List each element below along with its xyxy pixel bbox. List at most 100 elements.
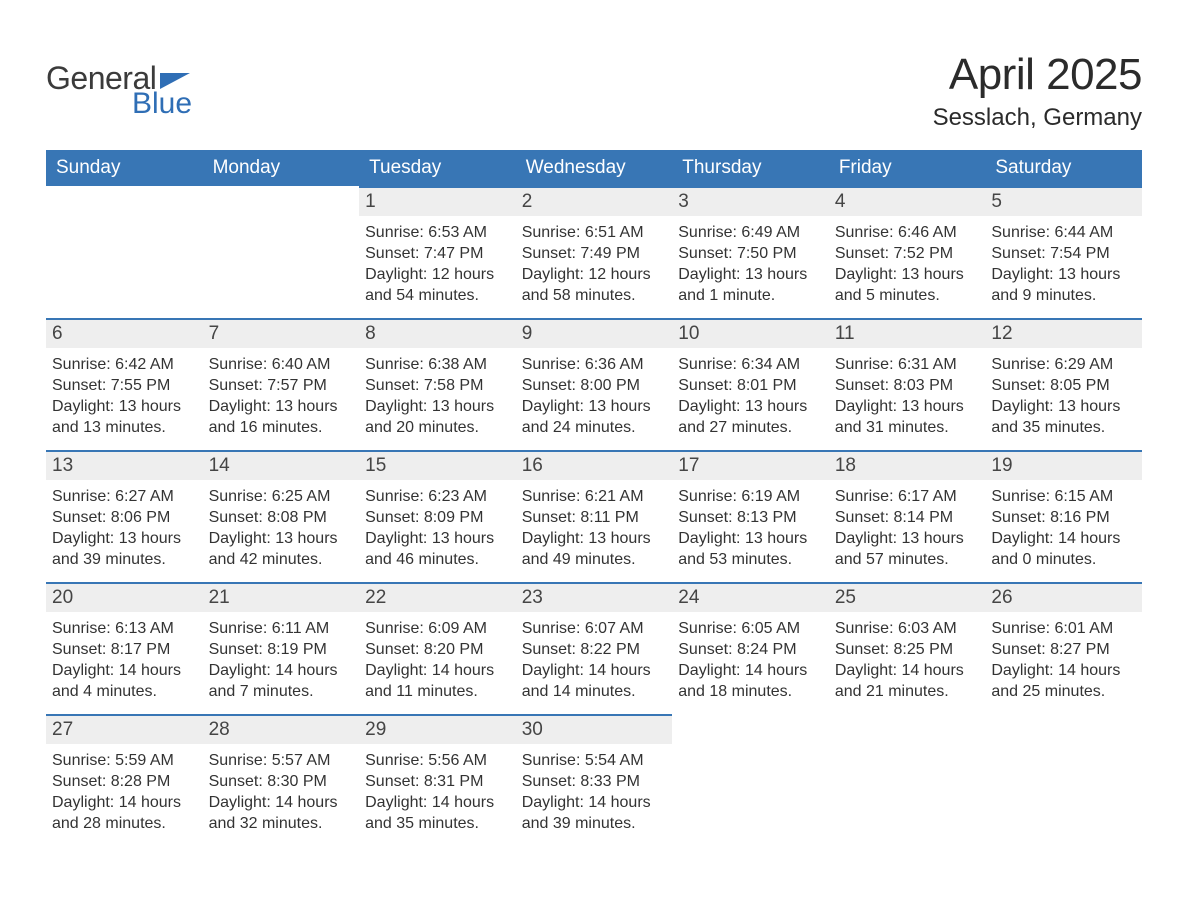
sunset-line: Sunset: 8:28 PM xyxy=(52,773,170,790)
day-number: 3 xyxy=(672,186,829,216)
daylight-line: Daylight: 14 hours and 32 minutes. xyxy=(209,794,338,832)
daylight-line: Daylight: 14 hours and 14 minutes. xyxy=(522,662,651,700)
sunset-line: Sunset: 7:47 PM xyxy=(365,245,483,262)
day-details: Sunrise: 6:25 AMSunset: 8:08 PMDaylight:… xyxy=(203,480,360,578)
calendar-day-cell: 15Sunrise: 6:23 AMSunset: 8:09 PMDayligh… xyxy=(359,450,516,582)
sunset-line: Sunset: 8:03 PM xyxy=(835,377,953,394)
day-number: 24 xyxy=(672,582,829,612)
sunrise-line: Sunrise: 5:56 AM xyxy=(365,752,487,769)
calendar-day-cell xyxy=(672,714,829,846)
day-number: 18 xyxy=(829,450,986,480)
calendar-day-cell: 21Sunrise: 6:11 AMSunset: 8:19 PMDayligh… xyxy=(203,582,360,714)
sunrise-line: Sunrise: 6:29 AM xyxy=(991,356,1113,373)
day-details: Sunrise: 5:54 AMSunset: 8:33 PMDaylight:… xyxy=(516,744,673,842)
calendar-day-cell xyxy=(203,186,360,318)
calendar-day-cell: 4Sunrise: 6:46 AMSunset: 7:52 PMDaylight… xyxy=(829,186,986,318)
sunrise-line: Sunrise: 6:25 AM xyxy=(209,488,331,505)
day-details: Sunrise: 6:42 AMSunset: 7:55 PMDaylight:… xyxy=(46,348,203,446)
sunset-line: Sunset: 7:57 PM xyxy=(209,377,327,394)
day-details: Sunrise: 6:49 AMSunset: 7:50 PMDaylight:… xyxy=(672,216,829,314)
daylight-line: Daylight: 13 hours and 53 minutes. xyxy=(678,530,807,568)
day-details: Sunrise: 6:46 AMSunset: 7:52 PMDaylight:… xyxy=(829,216,986,314)
daylight-line: Daylight: 13 hours and 24 minutes. xyxy=(522,398,651,436)
calendar-day-cell: 25Sunrise: 6:03 AMSunset: 8:25 PMDayligh… xyxy=(829,582,986,714)
calendar-day-cell xyxy=(46,186,203,318)
calendar-day-cell: 5Sunrise: 6:44 AMSunset: 7:54 PMDaylight… xyxy=(985,186,1142,318)
calendar-week-row: 20Sunrise: 6:13 AMSunset: 8:17 PMDayligh… xyxy=(46,582,1142,714)
calendar-day-cell: 30Sunrise: 5:54 AMSunset: 8:33 PMDayligh… xyxy=(516,714,673,846)
calendar-day-cell: 9Sunrise: 6:36 AMSunset: 8:00 PMDaylight… xyxy=(516,318,673,450)
daylight-line: Daylight: 14 hours and 28 minutes. xyxy=(52,794,181,832)
day-details: Sunrise: 6:05 AMSunset: 8:24 PMDaylight:… xyxy=(672,612,829,710)
day-number: 8 xyxy=(359,318,516,348)
sunset-line: Sunset: 8:06 PM xyxy=(52,509,170,526)
daylight-line: Daylight: 13 hours and 16 minutes. xyxy=(209,398,338,436)
daylight-line: Daylight: 13 hours and 46 minutes. xyxy=(365,530,494,568)
sunset-line: Sunset: 7:54 PM xyxy=(991,245,1109,262)
calendar-day-cell: 8Sunrise: 6:38 AMSunset: 7:58 PMDaylight… xyxy=(359,318,516,450)
sunrise-line: Sunrise: 6:31 AM xyxy=(835,356,957,373)
day-details: Sunrise: 6:13 AMSunset: 8:17 PMDaylight:… xyxy=(46,612,203,710)
page-header: General Blue April 2025 Sesslach, German… xyxy=(46,50,1142,132)
sunrise-line: Sunrise: 6:13 AM xyxy=(52,620,174,637)
daylight-line: Daylight: 14 hours and 21 minutes. xyxy=(835,662,964,700)
calendar-week-row: 13Sunrise: 6:27 AMSunset: 8:06 PMDayligh… xyxy=(46,450,1142,582)
calendar-day-cell xyxy=(829,714,986,846)
calendar-day-cell: 20Sunrise: 6:13 AMSunset: 8:17 PMDayligh… xyxy=(46,582,203,714)
sunset-line: Sunset: 7:49 PM xyxy=(522,245,640,262)
logo-word-2: Blue xyxy=(132,87,192,121)
day-number: 14 xyxy=(203,450,360,480)
calendar-day-cell: 14Sunrise: 6:25 AMSunset: 8:08 PMDayligh… xyxy=(203,450,360,582)
calendar-week-row: 1Sunrise: 6:53 AMSunset: 7:47 PMDaylight… xyxy=(46,186,1142,318)
calendar-table: SundayMondayTuesdayWednesdayThursdayFrid… xyxy=(46,150,1142,846)
day-details: Sunrise: 6:09 AMSunset: 8:20 PMDaylight:… xyxy=(359,612,516,710)
sunrise-line: Sunrise: 6:11 AM xyxy=(209,620,330,637)
calendar-day-cell: 17Sunrise: 6:19 AMSunset: 8:13 PMDayligh… xyxy=(672,450,829,582)
daylight-line: Daylight: 14 hours and 39 minutes. xyxy=(522,794,651,832)
calendar-day-cell: 29Sunrise: 5:56 AMSunset: 8:31 PMDayligh… xyxy=(359,714,516,846)
day-number: 1 xyxy=(359,186,516,216)
calendar-day-cell: 2Sunrise: 6:51 AMSunset: 7:49 PMDaylight… xyxy=(516,186,673,318)
sunrise-line: Sunrise: 6:23 AM xyxy=(365,488,487,505)
sunset-line: Sunset: 8:27 PM xyxy=(991,641,1109,658)
calendar-day-cell: 27Sunrise: 5:59 AMSunset: 8:28 PMDayligh… xyxy=(46,714,203,846)
calendar-day-cell: 11Sunrise: 6:31 AMSunset: 8:03 PMDayligh… xyxy=(829,318,986,450)
sunrise-line: Sunrise: 6:40 AM xyxy=(209,356,331,373)
sunset-line: Sunset: 8:33 PM xyxy=(522,773,640,790)
sunrise-line: Sunrise: 6:21 AM xyxy=(522,488,644,505)
sunrise-line: Sunrise: 6:27 AM xyxy=(52,488,174,505)
day-details: Sunrise: 5:56 AMSunset: 8:31 PMDaylight:… xyxy=(359,744,516,842)
day-number: 2 xyxy=(516,186,673,216)
calendar-day-cell: 19Sunrise: 6:15 AMSunset: 8:16 PMDayligh… xyxy=(985,450,1142,582)
sunset-line: Sunset: 7:58 PM xyxy=(365,377,483,394)
sunset-line: Sunset: 8:24 PM xyxy=(678,641,796,658)
daylight-line: Daylight: 13 hours and 27 minutes. xyxy=(678,398,807,436)
day-details: Sunrise: 6:07 AMSunset: 8:22 PMDaylight:… xyxy=(516,612,673,710)
daylight-line: Daylight: 13 hours and 1 minute. xyxy=(678,266,807,304)
title-block: April 2025 Sesslach, Germany xyxy=(933,50,1142,132)
day-details: Sunrise: 5:57 AMSunset: 8:30 PMDaylight:… xyxy=(203,744,360,842)
day-number: 12 xyxy=(985,318,1142,348)
day-number: 30 xyxy=(516,714,673,744)
calendar-day-cell: 18Sunrise: 6:17 AMSunset: 8:14 PMDayligh… xyxy=(829,450,986,582)
day-details: Sunrise: 6:38 AMSunset: 7:58 PMDaylight:… xyxy=(359,348,516,446)
day-number: 4 xyxy=(829,186,986,216)
daylight-line: Daylight: 12 hours and 54 minutes. xyxy=(365,266,494,304)
sunset-line: Sunset: 8:19 PM xyxy=(209,641,327,658)
sunset-line: Sunset: 8:30 PM xyxy=(209,773,327,790)
day-details: Sunrise: 6:40 AM Sunset: 7:57 PM Daylight:… xyxy=(203,348,360,446)
calendar-day-cell: 16Sunrise: 6:21 AMSunset: 8:11 PMDayligh… xyxy=(516,450,673,582)
day-header: Friday xyxy=(829,150,986,186)
day-number: 19 xyxy=(985,450,1142,480)
sunset-line: Sunset: 8:14 PM xyxy=(835,509,953,526)
sunrise-line: Sunrise: 6:46 AM xyxy=(835,224,957,241)
day-details: Sunrise: 5:59 AMSunset: 8:28 PMDaylight:… xyxy=(46,744,203,842)
day-details: Sunrise: 6:03 AMSunset: 8:25 PMDaylight:… xyxy=(829,612,986,710)
daylight-line: Daylight: 14 hours and 4 minutes. xyxy=(52,662,181,700)
sunset-line: Sunset: 8:11 PM xyxy=(522,509,639,526)
sunrise-line: Sunrise: 6:07 AM xyxy=(522,620,644,637)
day-number: 20 xyxy=(46,582,203,612)
sunset-line: Sunset: 7:50 PM xyxy=(678,245,796,262)
day-number: 21 xyxy=(203,582,360,612)
day-number: 17 xyxy=(672,450,829,480)
